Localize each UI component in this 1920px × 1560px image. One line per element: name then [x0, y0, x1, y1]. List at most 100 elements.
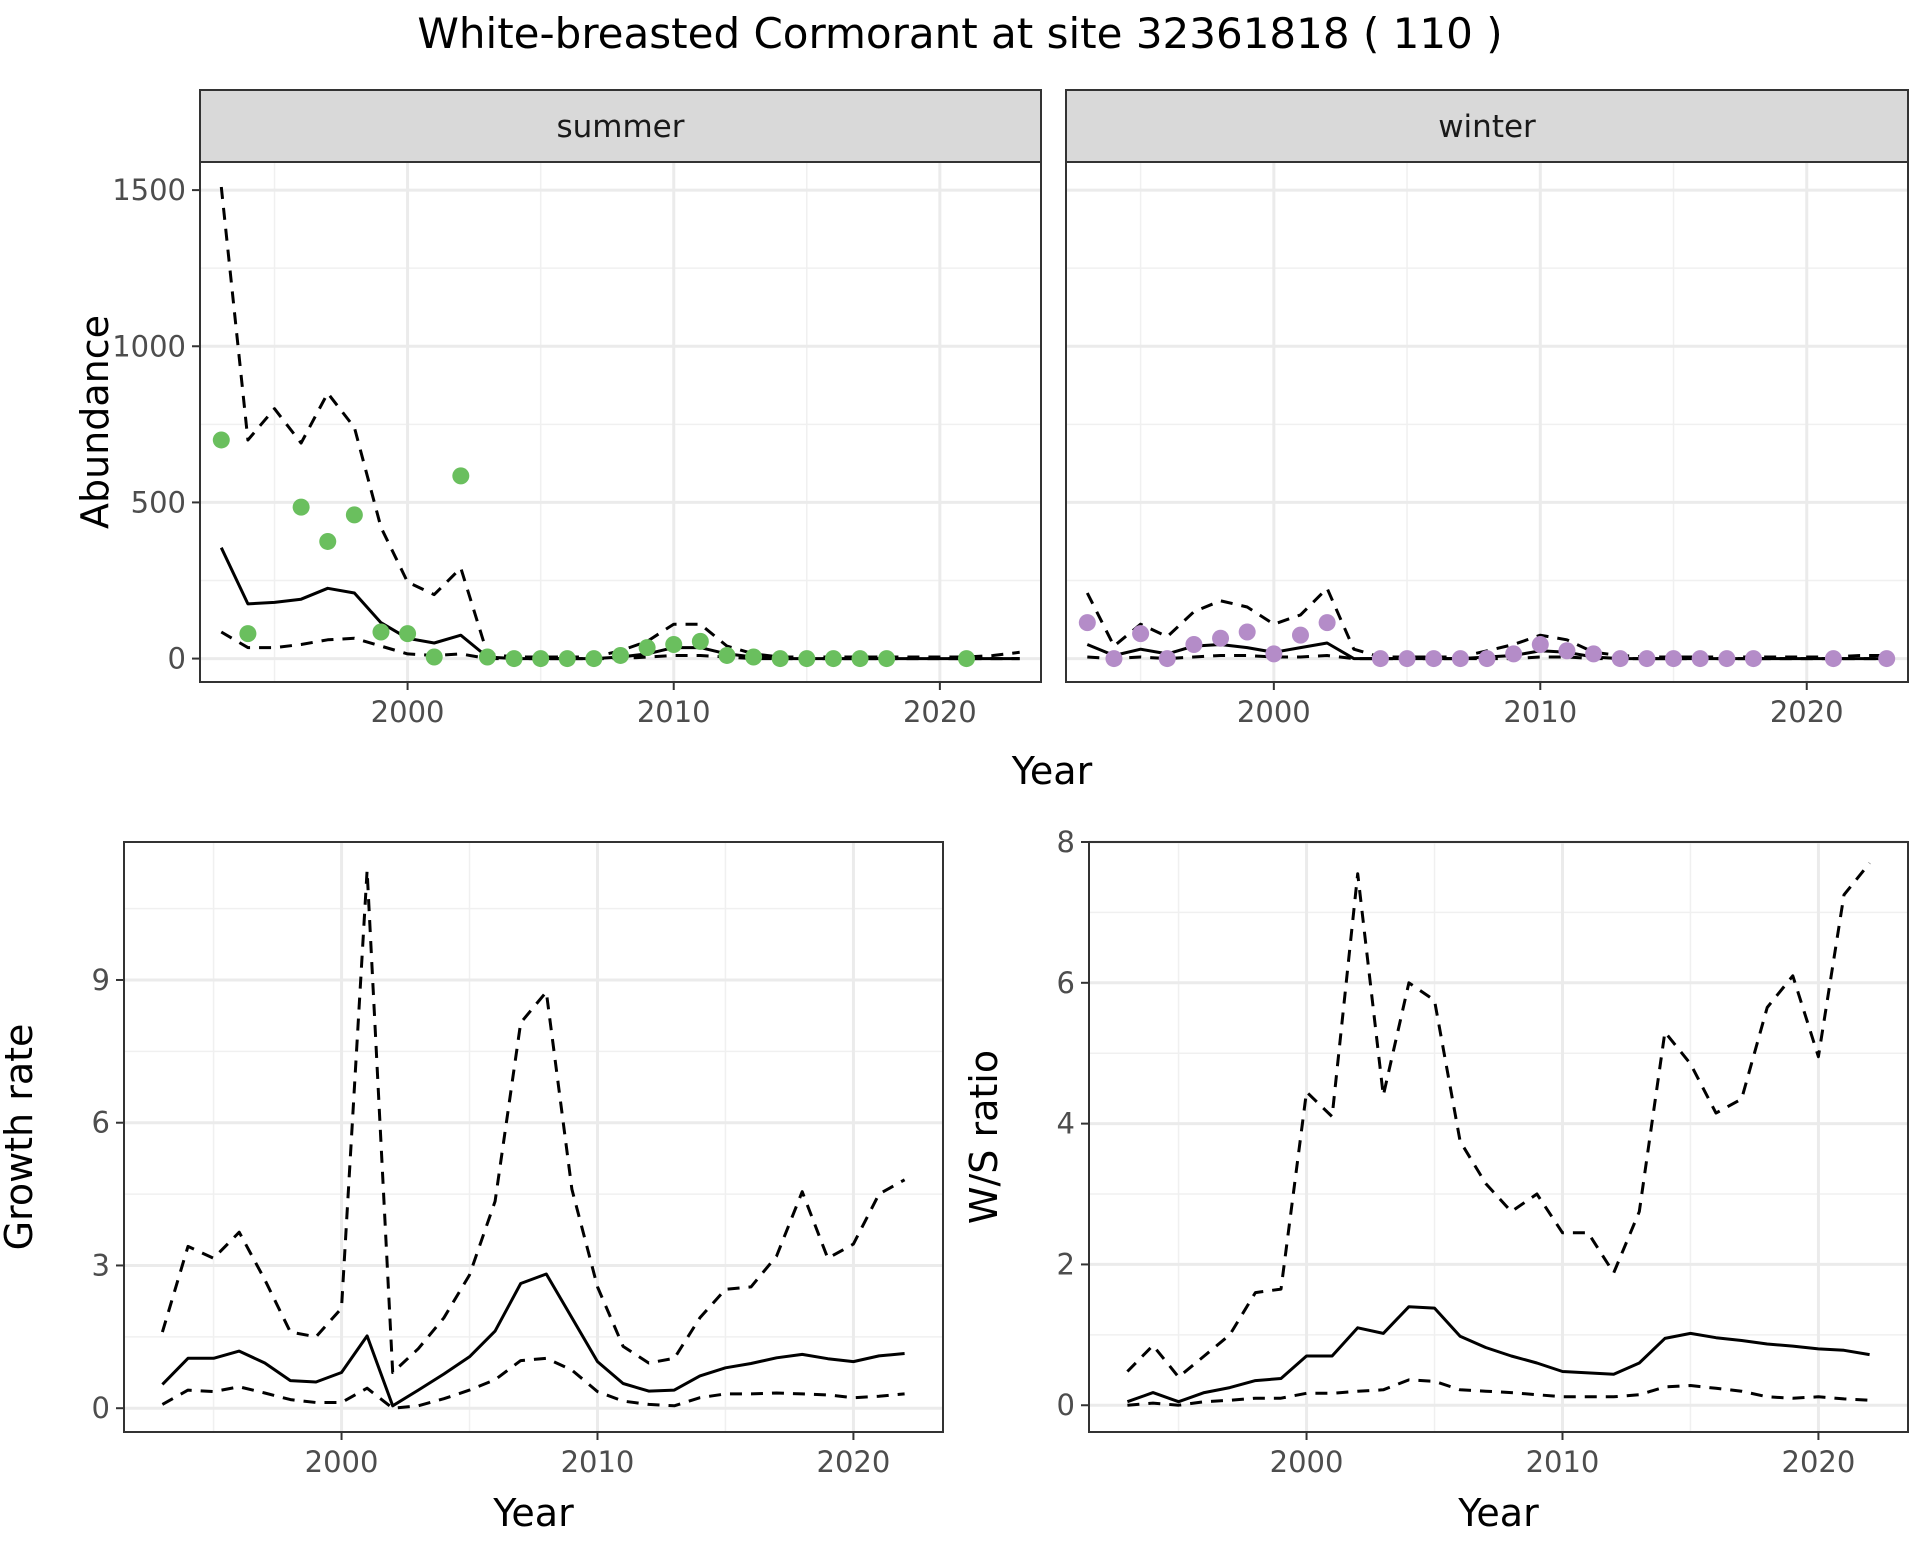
data-point: [505, 650, 523, 668]
data-point: [1265, 645, 1283, 663]
data-point: [1291, 626, 1309, 644]
data-point: [1665, 650, 1683, 668]
x-tick-label: 2000: [371, 695, 445, 729]
panel-border: [1088, 841, 1909, 1433]
data-point: [1824, 650, 1842, 668]
x-tick-label: 2000: [1237, 695, 1311, 729]
y-tick-label: 4: [1057, 1107, 1075, 1141]
data-point: [1158, 650, 1176, 668]
y-tick-label: 1500: [112, 173, 186, 207]
x-tick-label: 2010: [561, 1445, 635, 1479]
y-axis-title: W/S ratio: [962, 1050, 1006, 1224]
y-tick-label: 1000: [112, 329, 186, 363]
series-line-solid: [1126, 1305, 1870, 1404]
data-point: [399, 625, 417, 643]
series-line-solid: [161, 1272, 905, 1408]
x-axis-title-shared: Year: [1011, 749, 1093, 793]
x-tick-label: 2020: [903, 695, 977, 729]
y-tick-label: 9: [92, 963, 110, 997]
data-point: [585, 650, 603, 668]
data-point: [1878, 650, 1896, 668]
data-point: [798, 650, 816, 668]
y-tick-label: 3: [92, 1248, 110, 1282]
y-tick-label: 0: [1057, 1388, 1075, 1422]
x-tick-label: 2000: [305, 1445, 379, 1479]
x-tick-label: 2010: [637, 695, 711, 729]
facet-strip: [1065, 89, 1909, 163]
data-point: [1558, 642, 1576, 660]
panel-border: [123, 841, 944, 1433]
data-point: [1238, 623, 1256, 641]
y-axis-title: Abundance: [73, 315, 117, 529]
data-point: [1078, 614, 1096, 632]
panel-2: winter 2000 2010 2020: [1065, 89, 1909, 729]
data-point: [1585, 645, 1603, 663]
panel-1: summer 2000 2010 2020 0 500 1000 1500 Abundance: [73, 89, 1042, 729]
x-tick-label: 2020: [1770, 695, 1844, 729]
x-tick-label: 2000: [1270, 1445, 1344, 1479]
panel-background: [1066, 162, 1908, 682]
x-tick-label: 2020: [817, 1445, 891, 1479]
panel-3: 2000 2010 2020 0 3 6 9 Growth rate Year: [0, 841, 944, 1535]
y-tick-label: 8: [1057, 825, 1075, 859]
x-axis-title: Year: [1457, 1491, 1539, 1535]
data-point: [1105, 650, 1123, 668]
y-tick-label: 500: [131, 485, 186, 519]
data-point: [1398, 650, 1416, 668]
data-point: [824, 650, 842, 668]
y-tick-label: 6: [1057, 966, 1075, 1000]
data-point: [558, 650, 576, 668]
series-line-dashed: [1126, 862, 1871, 1379]
data-point: [1318, 614, 1336, 632]
y-tick-label: 0: [168, 642, 186, 676]
panel-background: [1089, 842, 1908, 1432]
data-point: [1718, 650, 1736, 668]
data-point: [691, 632, 709, 650]
data-point: [1505, 645, 1523, 663]
y-tick-label: 6: [92, 1106, 110, 1140]
data-point: [452, 467, 470, 485]
panel-background: [124, 842, 943, 1432]
panel-background: [200, 162, 1041, 682]
x-tick-label: 2010: [1526, 1445, 1600, 1479]
data-point: [1691, 650, 1709, 668]
y-tick-label: 2: [1057, 1247, 1075, 1281]
data-point: [319, 532, 337, 550]
data-point: [478, 648, 496, 666]
data-point: [1371, 650, 1389, 668]
series-line-dashed: [161, 1356, 905, 1410]
data-point: [372, 623, 390, 641]
data-point: [1185, 636, 1203, 654]
data-point: [292, 498, 310, 516]
x-tick-label: 2010: [1503, 695, 1577, 729]
data-point: [1478, 650, 1496, 668]
data-point: [638, 639, 656, 657]
data-point: [1638, 650, 1656, 668]
x-tick-label: 2020: [1782, 1445, 1856, 1479]
data-point: [1611, 650, 1629, 668]
data-point: [1531, 636, 1549, 654]
data-point: [425, 648, 443, 666]
data-point: [771, 650, 789, 668]
panel-border: [1065, 161, 1909, 683]
data-point: [1451, 650, 1469, 668]
data-point: [1212, 629, 1230, 647]
data-point: [745, 648, 763, 666]
data-point: [345, 506, 363, 524]
data-point: [665, 636, 683, 654]
facet-label: winter: [1438, 109, 1536, 145]
data-point: [532, 650, 550, 668]
panels: summer 2000 2010 2020 0 500 1000 1500 Abundance w…: [0, 89, 1909, 1535]
data-point: [1425, 650, 1443, 668]
panel-border: [199, 161, 1042, 683]
facet-strip: [199, 89, 1042, 163]
series-line-dashed: [160, 869, 906, 1374]
data-point: [851, 650, 869, 668]
data-point: [1132, 625, 1150, 643]
chart-title: White-breasted Cormorant at site 3236181…: [417, 9, 1502, 58]
data-point: [612, 646, 629, 664]
data-point: [878, 650, 896, 668]
y-axis-title: Growth rate: [0, 1024, 41, 1251]
data-point: [718, 646, 736, 664]
